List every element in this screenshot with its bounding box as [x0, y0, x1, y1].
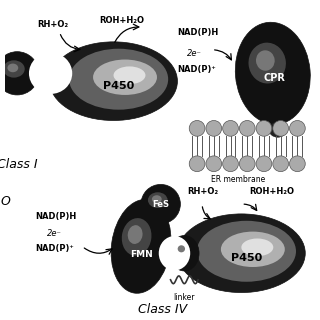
Text: RH+O₂: RH+O₂	[37, 20, 68, 29]
Ellipse shape	[50, 42, 177, 121]
Circle shape	[189, 121, 205, 136]
Circle shape	[206, 156, 222, 172]
Ellipse shape	[235, 22, 310, 124]
Ellipse shape	[141, 184, 180, 224]
Ellipse shape	[128, 225, 143, 244]
Ellipse shape	[152, 195, 162, 203]
Text: NAD(P)⁺: NAD(P)⁺	[177, 65, 216, 74]
Ellipse shape	[177, 214, 305, 292]
Text: NAD(P)H: NAD(P)H	[35, 212, 76, 221]
Text: ROH+H₂O: ROH+H₂O	[99, 16, 144, 25]
Circle shape	[273, 156, 289, 172]
Text: ROH+H₂O: ROH+H₂O	[249, 187, 294, 196]
Text: P450: P450	[231, 253, 262, 263]
Ellipse shape	[148, 192, 168, 208]
Circle shape	[206, 121, 222, 136]
Ellipse shape	[0, 52, 39, 95]
Ellipse shape	[93, 60, 157, 95]
Text: CPR: CPR	[264, 73, 286, 83]
Text: Class IV: Class IV	[138, 303, 187, 316]
Text: NAD(P)⁺: NAD(P)⁺	[35, 244, 74, 253]
Text: NAD(P)H: NAD(P)H	[177, 28, 219, 36]
Circle shape	[239, 156, 255, 172]
Text: linker: linker	[173, 292, 195, 301]
Ellipse shape	[269, 122, 287, 137]
Circle shape	[189, 156, 205, 172]
Text: P450: P450	[103, 81, 134, 91]
Text: O: O	[0, 195, 10, 208]
Ellipse shape	[114, 67, 146, 84]
Ellipse shape	[256, 50, 275, 71]
Ellipse shape	[170, 236, 199, 271]
Text: 2e⁻: 2e⁻	[187, 49, 202, 58]
Ellipse shape	[249, 43, 286, 84]
Circle shape	[290, 121, 305, 136]
Circle shape	[290, 156, 305, 172]
Circle shape	[223, 121, 238, 136]
Ellipse shape	[69, 49, 168, 110]
Text: Class I: Class I	[0, 158, 38, 171]
Ellipse shape	[29, 53, 72, 94]
Text: FMN: FMN	[130, 250, 152, 259]
Ellipse shape	[197, 221, 296, 282]
Ellipse shape	[159, 236, 190, 270]
Circle shape	[273, 121, 289, 136]
Circle shape	[239, 121, 255, 136]
Ellipse shape	[241, 238, 273, 256]
Text: FeS: FeS	[152, 200, 169, 209]
Ellipse shape	[3, 60, 25, 78]
Ellipse shape	[7, 64, 18, 72]
Ellipse shape	[175, 243, 189, 257]
Text: RH+O₂: RH+O₂	[187, 187, 218, 196]
Ellipse shape	[111, 199, 171, 293]
Text: ER membrane: ER membrane	[211, 175, 266, 184]
Ellipse shape	[122, 218, 151, 256]
Circle shape	[256, 156, 272, 172]
Text: 2e⁻: 2e⁻	[47, 229, 61, 238]
Circle shape	[223, 156, 238, 172]
Ellipse shape	[178, 245, 185, 252]
Ellipse shape	[221, 232, 285, 267]
Circle shape	[256, 121, 272, 136]
